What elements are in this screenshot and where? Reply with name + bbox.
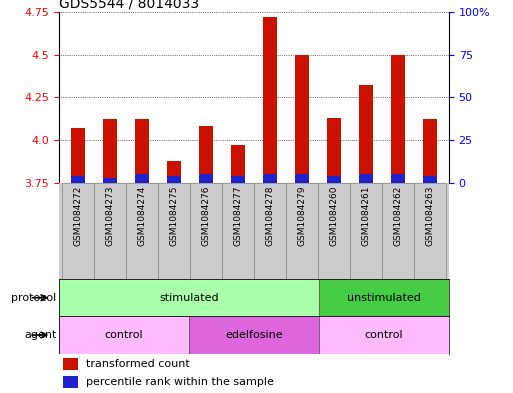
Bar xyxy=(190,183,222,279)
Bar xyxy=(135,119,149,183)
Bar xyxy=(390,55,405,183)
Text: GSM1084279: GSM1084279 xyxy=(298,185,306,246)
Text: GSM1084274: GSM1084274 xyxy=(137,185,147,246)
Text: GSM1084278: GSM1084278 xyxy=(265,185,274,246)
Bar xyxy=(63,358,78,370)
Bar xyxy=(126,183,158,279)
Bar xyxy=(319,279,449,316)
Bar xyxy=(59,316,189,354)
Bar xyxy=(359,85,373,183)
Bar xyxy=(167,160,181,183)
Text: GSM1084276: GSM1084276 xyxy=(202,185,210,246)
Bar xyxy=(294,55,309,183)
Text: protocol: protocol xyxy=(11,293,56,303)
Text: stimulated: stimulated xyxy=(159,293,219,303)
Text: unstimulated: unstimulated xyxy=(347,293,421,303)
Bar xyxy=(94,183,126,279)
Bar xyxy=(327,176,341,183)
Text: transformed count: transformed count xyxy=(86,359,190,369)
Bar xyxy=(294,174,309,183)
Bar xyxy=(423,119,437,183)
Bar xyxy=(167,176,181,183)
Bar xyxy=(254,183,286,279)
Bar xyxy=(382,183,413,279)
Bar xyxy=(59,279,319,316)
Text: GDS5544 / 8014033: GDS5544 / 8014033 xyxy=(59,0,199,11)
Bar xyxy=(350,183,382,279)
Text: control: control xyxy=(105,330,143,340)
Bar xyxy=(189,316,319,354)
Bar xyxy=(62,183,94,279)
Bar xyxy=(199,126,213,183)
Bar xyxy=(318,183,350,279)
Bar xyxy=(103,119,117,183)
Bar xyxy=(199,174,213,183)
Text: GSM1084261: GSM1084261 xyxy=(361,185,370,246)
Bar xyxy=(423,176,437,183)
Text: GSM1084262: GSM1084262 xyxy=(393,185,402,246)
Text: GSM1084275: GSM1084275 xyxy=(169,185,179,246)
Text: GSM1084273: GSM1084273 xyxy=(106,185,114,246)
Bar xyxy=(327,118,341,183)
Bar xyxy=(231,176,245,183)
Bar xyxy=(158,183,190,279)
Text: GSM1084272: GSM1084272 xyxy=(74,185,83,246)
Bar xyxy=(319,316,449,354)
Text: control: control xyxy=(365,330,403,340)
Bar xyxy=(263,174,277,183)
Text: edelfosine: edelfosine xyxy=(225,330,283,340)
Bar xyxy=(359,174,373,183)
Bar xyxy=(103,178,117,183)
Bar xyxy=(231,145,245,183)
Bar xyxy=(413,183,446,279)
Bar xyxy=(222,183,254,279)
Text: GSM1084263: GSM1084263 xyxy=(425,185,434,246)
Text: GSM1084277: GSM1084277 xyxy=(233,185,243,246)
Bar xyxy=(135,174,149,183)
Bar xyxy=(263,17,277,183)
Text: percentile rank within the sample: percentile rank within the sample xyxy=(86,377,274,387)
Text: GSM1084260: GSM1084260 xyxy=(329,185,339,246)
Bar xyxy=(71,176,85,183)
Bar xyxy=(71,128,85,183)
Bar xyxy=(390,174,405,183)
Bar xyxy=(286,183,318,279)
Bar xyxy=(63,376,78,388)
Text: agent: agent xyxy=(24,330,56,340)
